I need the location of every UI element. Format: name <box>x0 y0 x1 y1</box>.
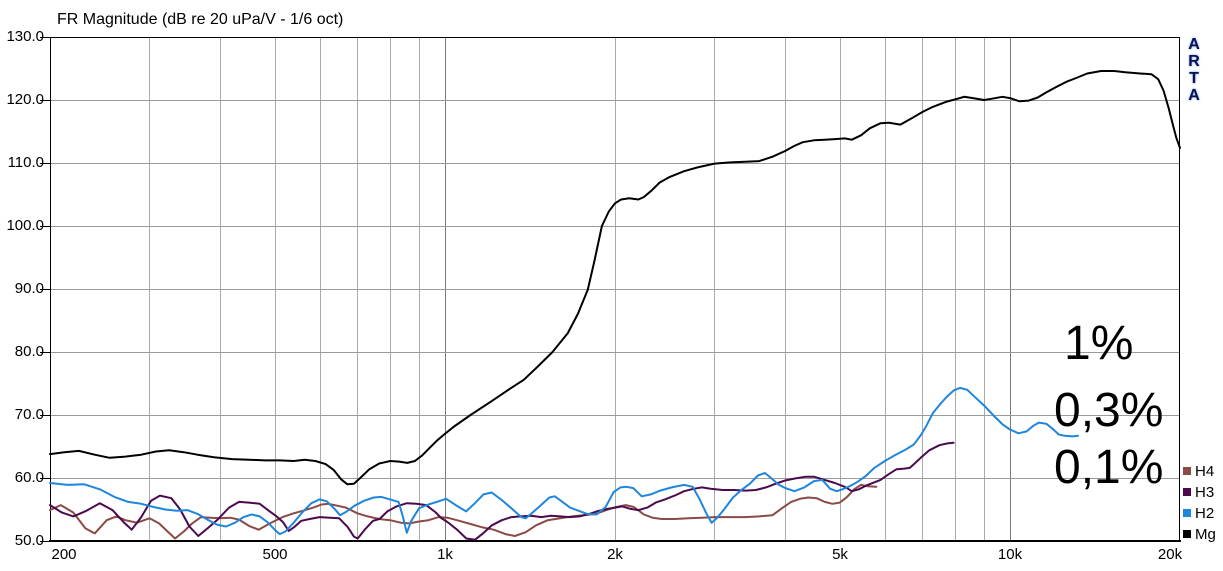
legend-swatch-h3 <box>1183 488 1191 496</box>
legend-item-mg: Mg <box>1183 525 1216 543</box>
legend-label-mg: Mg <box>1195 525 1216 543</box>
legend-item-h3: H3 <box>1183 483 1215 501</box>
annotation-0_1pct: 0,1% <box>1054 441 1164 494</box>
y-tick-130: 130.0 <box>6 28 44 45</box>
arta-logo-letter: R <box>1188 53 1200 70</box>
x-tick-1k: 1k <box>437 546 453 563</box>
arta-logo-letter: A <box>1188 87 1200 104</box>
annotation-1pct: 1% <box>1064 317 1134 370</box>
y-tick-120: 120.0 <box>6 91 44 108</box>
legend-label-h3: H3 <box>1195 483 1215 501</box>
legend-label-h2: H2 <box>1195 504 1215 522</box>
y-tick-70: 70.0 <box>14 406 44 423</box>
annotation-0_3pct: 0,3% <box>1054 384 1164 437</box>
x-tick-500: 500 <box>262 546 288 563</box>
legend-item-h2: H2 <box>1183 504 1215 522</box>
y-tick-80: 80.0 <box>14 343 44 360</box>
chart-title: FR Magnitude (dB re 20 uPa/V - 1/6 oct) <box>57 11 344 28</box>
x-tick-200: 200 <box>51 546 77 563</box>
arta-logo-letter: T <box>1189 70 1199 87</box>
y-tick-100: 100.0 <box>6 217 44 234</box>
x-tick-20k: 20k <box>1157 546 1183 563</box>
y-tick-110: 110.0 <box>7 154 44 171</box>
x-tick-5k: 5k <box>832 546 848 563</box>
legend-swatch-h4 <box>1183 467 1191 475</box>
legend-label-h4: H4 <box>1195 462 1215 480</box>
legend-swatch-h2 <box>1183 509 1191 517</box>
y-tick-90: 90.0 <box>14 280 44 297</box>
legend-item-h4: H4 <box>1183 462 1215 480</box>
x-tick-10k: 10k <box>997 546 1023 563</box>
legend-swatch-mg <box>1183 530 1191 538</box>
x-tick-2k: 2k <box>607 546 623 563</box>
y-tick-60: 60.0 <box>14 469 44 486</box>
y-tick-50: 50.0 <box>14 532 44 549</box>
arta-logo-letter: A <box>1188 36 1200 53</box>
